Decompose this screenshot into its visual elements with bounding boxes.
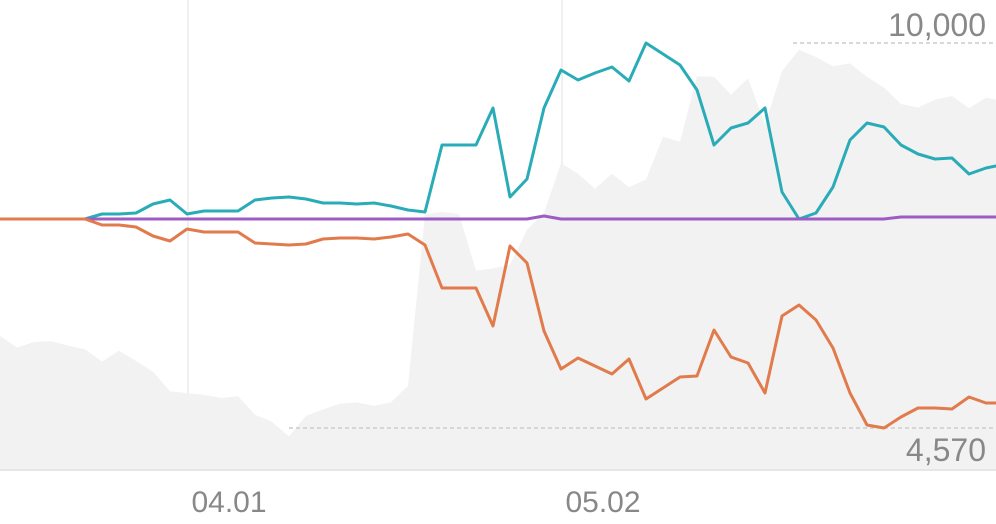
area-layer	[0, 49, 996, 471]
tick-layer: 04.01 05.02	[191, 486, 640, 519]
series-line-3	[0, 217, 996, 430]
max-value-label: 10,000	[888, 7, 986, 43]
label-layer: 10,000 4,570	[888, 7, 986, 468]
series-line-1	[0, 41, 996, 221]
series-line-2	[0, 214, 996, 221]
x-tick-label-1: 04.01	[191, 486, 266, 519]
series-layer	[0, 41, 996, 430]
background-area	[0, 49, 996, 471]
x-tick-label-2: 05.02	[565, 486, 640, 519]
min-value-label: 4,570	[906, 432, 986, 468]
